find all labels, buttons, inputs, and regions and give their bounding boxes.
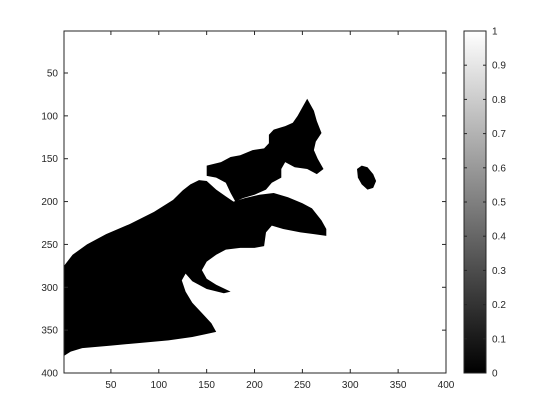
y-tick-label: 350 [41,326,58,337]
y-tick-label: 100 [41,111,58,122]
colorbar-tick-label: 1 [492,27,498,38]
y-tick-label: 200 [41,197,58,208]
x-tick-label: 100 [150,380,167,391]
colorbar-tick-label: 0.8 [492,95,506,106]
colorbar-tick-label: 0.6 [492,163,506,174]
y-tick-label: 50 [47,69,59,80]
colorbar-tick-label: 0 [492,369,498,380]
colorbar-tick-label: 0.5 [492,198,506,209]
colorbar-ticks: 0 0.1 0.2 0.3 0.4 0.5 0.6 0.7 0.8 0.9 1 [464,27,506,380]
x-tick-label: 400 [438,380,455,391]
mask-region-upper-mass [206,98,324,202]
plot-area: 50 100 150 200 250 300 350 400 50 100 150 200 250 30… [41,30,455,391]
y-tick-label: 400 [41,369,58,380]
x-tick-label: 50 [105,380,117,391]
colorbar-tick-label: 0.3 [492,266,506,277]
x-tick-label: 150 [198,380,215,391]
x-tick-label: 350 [390,380,407,391]
mask-region-left-body [64,180,327,356]
colorbar-tick-label: 0.1 [492,334,506,345]
x-tick-label: 300 [342,380,359,391]
mask-layer [64,98,377,356]
x-axis-ticks: 50 100 150 200 250 300 350 400 [105,31,455,391]
y-tick-label: 250 [41,240,58,251]
y-axis-ticks: 50 100 150 200 250 300 350 400 [41,69,446,380]
colorbar-tick-label: 0.4 [492,232,506,243]
x-tick-label: 200 [246,380,263,391]
colorbar-tick-label: 0.9 [492,61,506,72]
colorbar-gradient [464,31,486,373]
mask-region-eye-ring [357,165,377,190]
y-tick-label: 150 [41,154,58,165]
colorbar-tick-label: 0.7 [492,129,506,140]
y-tick-label: 300 [41,283,58,294]
x-tick-label: 250 [294,380,311,391]
colorbar-tick-label: 0.2 [492,300,506,311]
colorbar: 0 0.1 0.2 0.3 0.4 0.5 0.6 0.7 0.8 0.9 1 [463,27,506,380]
